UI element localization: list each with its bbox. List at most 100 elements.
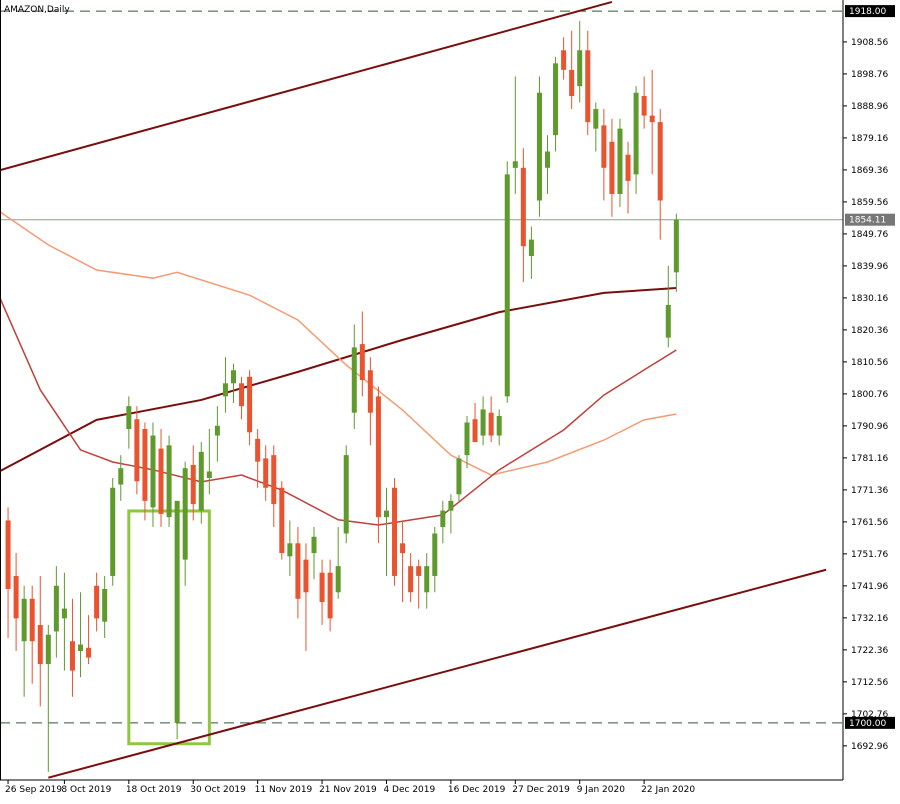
candle-body — [432, 533, 438, 576]
candle-body — [343, 455, 349, 534]
x-tick-label: 8 Oct 2019 — [61, 785, 111, 795]
candle-body — [206, 471, 212, 478]
candle-body — [295, 543, 301, 599]
candle-body — [400, 543, 406, 554]
candle-body — [496, 415, 502, 436]
candle-body — [222, 383, 228, 397]
y-tick-label: 1712.56 — [851, 678, 888, 688]
moving-average — [0, 286, 677, 473]
price-label: 1700.00 — [849, 719, 886, 729]
candle-body — [553, 63, 559, 136]
candle-body — [158, 448, 164, 514]
candle-body — [561, 50, 567, 70]
price-label: 1918.00 — [849, 7, 886, 17]
candle-body — [247, 376, 253, 433]
candle-body — [190, 464, 196, 505]
candle-body — [665, 304, 671, 338]
candle-body — [424, 566, 430, 593]
candle-body — [230, 370, 236, 384]
x-tick-label: 18 Oct 2019 — [126, 785, 182, 795]
candle-body — [472, 419, 478, 443]
candle-body — [504, 174, 510, 397]
candle-body — [641, 95, 647, 116]
candle-body — [383, 510, 389, 518]
chart-title: AMAZON,Daily — [4, 5, 70, 15]
candle-body — [94, 585, 100, 619]
y-tick-label: 1781.16 — [851, 454, 888, 464]
price-label-box — [845, 716, 895, 729]
candle-body — [319, 572, 325, 603]
candle-body — [287, 543, 293, 557]
candle-body — [569, 69, 575, 96]
candle-body — [512, 161, 518, 168]
x-tick-label: 16 Dec 2019 — [448, 785, 506, 795]
x-tick-label: 21 Nov 2019 — [319, 785, 377, 795]
candle-body — [279, 487, 285, 554]
candle-body — [134, 419, 140, 482]
candle-body — [649, 115, 655, 123]
y-tick-label: 1898.76 — [851, 70, 888, 80]
price-label-box — [845, 213, 895, 226]
candle-body — [37, 624, 43, 665]
candle-body — [633, 92, 639, 175]
y-tick-label: 1839.96 — [851, 262, 888, 272]
candle-body — [520, 167, 526, 247]
candle-body — [536, 92, 542, 201]
candle-body — [408, 566, 414, 593]
candle-body — [311, 536, 317, 554]
y-tick-label: 1859.56 — [851, 198, 888, 208]
candle-body — [29, 598, 35, 642]
plot-area — [0, 0, 843, 779]
y-tick-label: 1908.56 — [851, 38, 888, 48]
candle-body — [601, 125, 607, 168]
candle-body — [609, 141, 615, 194]
y-tick-label: 1702.76 — [851, 710, 888, 720]
candle-body — [335, 566, 341, 593]
candle-body — [367, 370, 373, 413]
candle-body — [440, 510, 446, 527]
candle-body — [198, 451, 204, 511]
candle-body — [625, 154, 631, 181]
candle-body — [61, 608, 67, 619]
y-tick-label: 1771.36 — [851, 486, 888, 496]
y-tick-label: 1888.96 — [851, 102, 888, 112]
candle-body — [673, 219, 679, 273]
candle-body — [456, 458, 462, 495]
candle-body — [577, 50, 583, 87]
x-tick-label: 22 Jan 2020 — [641, 785, 695, 795]
candle-body — [448, 500, 454, 511]
candle-body — [545, 151, 551, 168]
x-tick-label: 11 Nov 2019 — [255, 785, 313, 795]
y-tick-label: 1732.16 — [851, 614, 888, 624]
candle-body — [21, 598, 27, 642]
trend-line — [0, 0, 613, 172]
candle-body — [150, 435, 156, 508]
x-tick-label: 9 Jan 2020 — [577, 785, 625, 795]
trend-line — [48, 568, 827, 779]
candle-body — [528, 239, 534, 256]
y-tick-label: 1830.16 — [851, 294, 888, 304]
candle-body — [78, 644, 84, 652]
candle-body — [166, 445, 172, 518]
candle-body — [86, 647, 92, 658]
y-tick-label: 1800.76 — [851, 390, 888, 400]
candle-body — [585, 50, 591, 123]
y-tick-label: 1741.96 — [851, 582, 888, 592]
candle-body — [351, 347, 357, 413]
candle-body — [416, 566, 422, 576]
candle-body — [617, 128, 623, 194]
candle-body — [392, 487, 398, 576]
candle-body — [5, 520, 11, 589]
candle-body — [110, 487, 116, 576]
candle-body — [174, 500, 180, 723]
candle-body — [464, 422, 470, 456]
candle-body — [102, 588, 108, 622]
candle-body — [142, 429, 148, 501]
x-tick-label: 26 Sep 2019 — [5, 785, 62, 795]
y-tick-label: 1722.36 — [851, 646, 888, 656]
candle-body — [359, 344, 365, 381]
y-tick-label: 1692.96 — [851, 742, 888, 752]
y-tick-label: 1761.56 — [851, 518, 888, 528]
